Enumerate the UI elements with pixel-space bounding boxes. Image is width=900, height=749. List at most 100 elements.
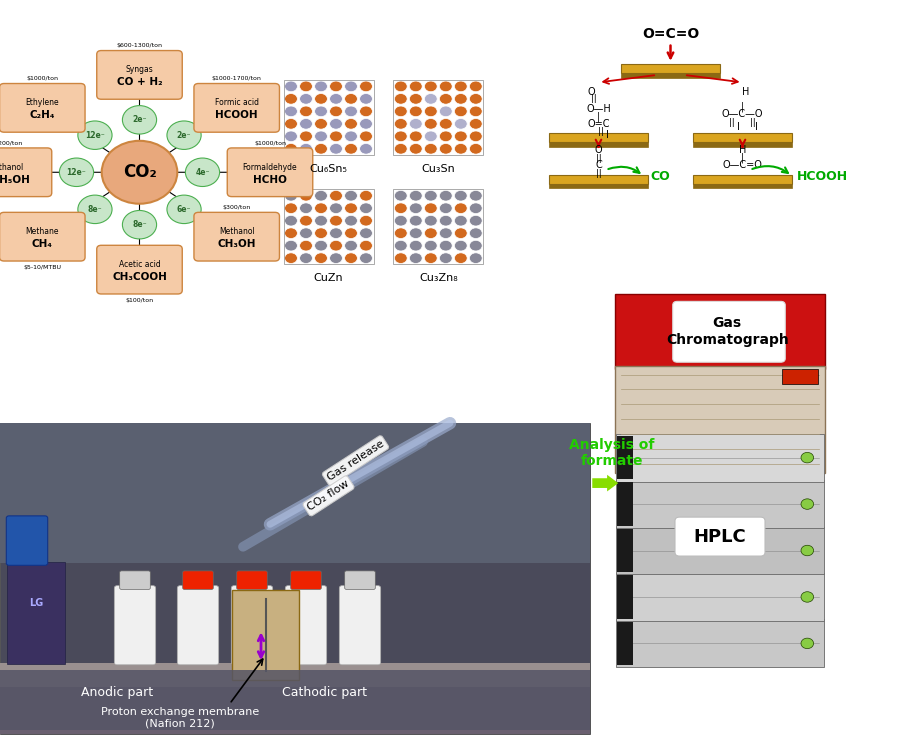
FancyBboxPatch shape	[345, 571, 375, 589]
FancyBboxPatch shape	[0, 212, 85, 261]
Text: Syngas: Syngas	[126, 65, 153, 74]
Circle shape	[360, 190, 373, 201]
Text: Cathodic part: Cathodic part	[282, 686, 366, 700]
Text: 4e⁻: 4e⁻	[195, 168, 210, 177]
Circle shape	[59, 158, 94, 187]
Circle shape	[394, 216, 407, 226]
FancyBboxPatch shape	[96, 245, 182, 294]
Circle shape	[410, 190, 422, 201]
FancyBboxPatch shape	[0, 423, 590, 734]
Circle shape	[439, 228, 452, 238]
Circle shape	[410, 81, 422, 91]
Circle shape	[284, 216, 297, 226]
Circle shape	[300, 253, 312, 264]
Text: Analysis of
formate: Analysis of formate	[570, 438, 654, 468]
Circle shape	[454, 216, 467, 226]
Text: Acetic acid: Acetic acid	[119, 260, 160, 269]
Circle shape	[345, 131, 357, 142]
Text: Cu₃Zn₈: Cu₃Zn₈	[419, 273, 457, 283]
Circle shape	[470, 94, 482, 104]
Circle shape	[102, 141, 177, 204]
Circle shape	[300, 216, 312, 226]
Text: HPLC: HPLC	[694, 527, 746, 545]
Circle shape	[454, 203, 467, 213]
Circle shape	[300, 144, 312, 154]
Text: O=C=O: O=C=O	[642, 27, 699, 40]
Text: H: H	[742, 88, 749, 97]
Circle shape	[122, 210, 157, 239]
Circle shape	[801, 545, 814, 556]
Circle shape	[470, 190, 482, 201]
Circle shape	[300, 106, 312, 117]
Circle shape	[345, 94, 357, 104]
Circle shape	[284, 190, 297, 201]
Circle shape	[284, 144, 297, 154]
Circle shape	[345, 190, 357, 201]
Circle shape	[394, 190, 407, 201]
FancyBboxPatch shape	[0, 423, 590, 563]
Circle shape	[394, 203, 407, 213]
Circle shape	[439, 216, 452, 226]
Circle shape	[394, 81, 407, 91]
Text: Ethylene: Ethylene	[25, 98, 59, 107]
Circle shape	[329, 94, 342, 104]
Circle shape	[345, 228, 357, 238]
Circle shape	[360, 228, 373, 238]
Circle shape	[315, 216, 328, 226]
Circle shape	[345, 216, 357, 226]
Text: O=C: O=C	[587, 119, 610, 130]
Circle shape	[454, 94, 467, 104]
Circle shape	[166, 121, 201, 150]
Circle shape	[410, 253, 422, 264]
Circle shape	[329, 228, 342, 238]
FancyBboxPatch shape	[675, 517, 765, 556]
Text: C: C	[595, 160, 602, 170]
FancyBboxPatch shape	[0, 670, 590, 730]
Text: $1000/ton: $1000/ton	[254, 141, 286, 146]
Text: CO₂: CO₂	[122, 163, 157, 181]
Text: $600-1300/ton: $600-1300/ton	[116, 43, 163, 49]
FancyBboxPatch shape	[616, 529, 633, 572]
FancyBboxPatch shape	[616, 434, 824, 482]
Circle shape	[284, 131, 297, 142]
Circle shape	[329, 131, 342, 142]
FancyBboxPatch shape	[6, 516, 48, 565]
Circle shape	[470, 144, 482, 154]
Circle shape	[300, 228, 312, 238]
Text: CH₃COOH: CH₃COOH	[112, 272, 166, 282]
FancyBboxPatch shape	[616, 436, 633, 479]
Circle shape	[329, 106, 342, 117]
Circle shape	[410, 118, 422, 129]
Circle shape	[410, 131, 422, 142]
Text: ||: ||	[751, 118, 756, 127]
Circle shape	[315, 190, 328, 201]
Circle shape	[284, 106, 297, 117]
Circle shape	[329, 240, 342, 251]
FancyBboxPatch shape	[7, 562, 65, 664]
Text: CO: CO	[651, 169, 670, 183]
Circle shape	[425, 240, 437, 251]
Text: Gas release: Gas release	[325, 439, 386, 482]
Circle shape	[470, 240, 482, 251]
Circle shape	[300, 131, 312, 142]
Circle shape	[284, 94, 297, 104]
FancyBboxPatch shape	[232, 589, 299, 679]
Text: CuZn: CuZn	[314, 273, 343, 283]
Text: HCHO: HCHO	[253, 175, 287, 185]
Circle shape	[454, 144, 467, 154]
Text: O—H: O—H	[586, 103, 611, 114]
Circle shape	[315, 203, 328, 213]
Circle shape	[394, 240, 407, 251]
Circle shape	[454, 131, 467, 142]
Circle shape	[300, 190, 312, 201]
Circle shape	[801, 452, 814, 463]
Circle shape	[284, 253, 297, 264]
FancyBboxPatch shape	[120, 571, 150, 589]
Circle shape	[315, 106, 328, 117]
Circle shape	[439, 118, 452, 129]
Text: 2e⁻: 2e⁻	[176, 130, 192, 140]
FancyBboxPatch shape	[616, 527, 824, 574]
Circle shape	[394, 118, 407, 129]
Text: Anodic part: Anodic part	[81, 686, 153, 700]
Circle shape	[329, 190, 342, 201]
